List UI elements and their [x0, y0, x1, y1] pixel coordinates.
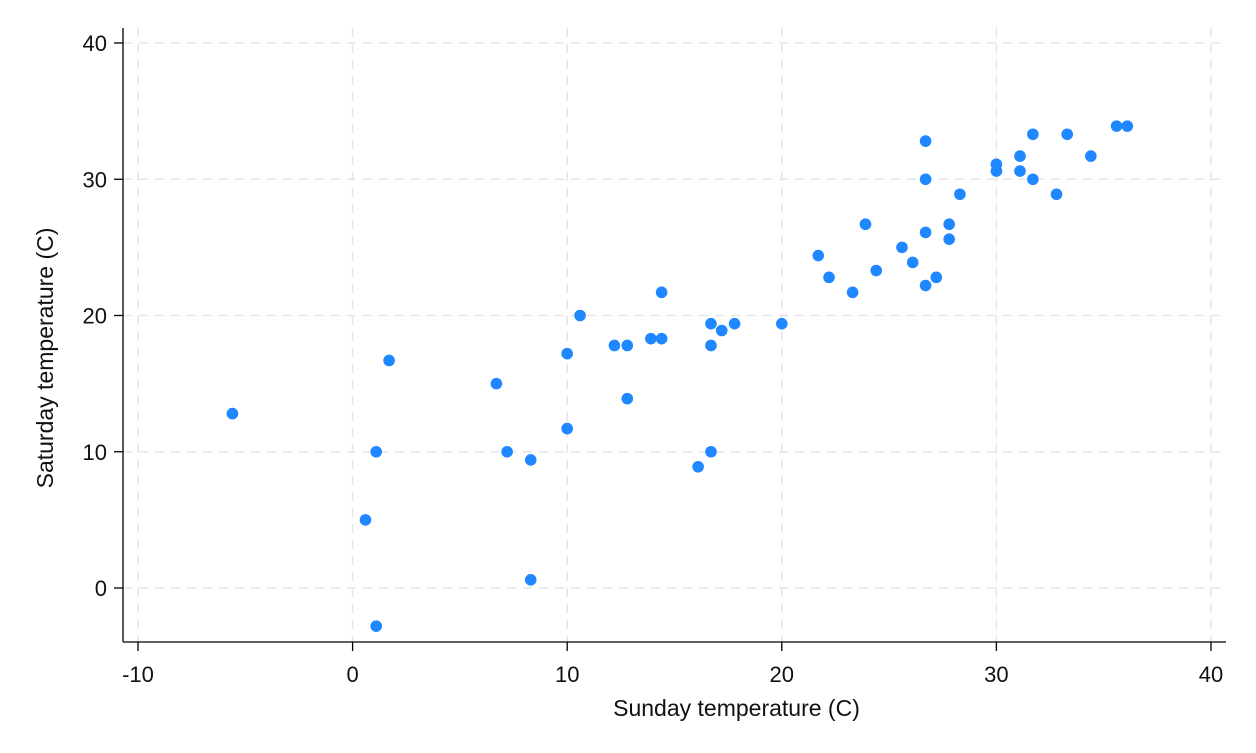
data-point — [870, 264, 883, 277]
data-point — [705, 445, 717, 458]
data-point — [1061, 128, 1074, 141]
data-point — [359, 514, 372, 526]
y-tick-label: 10 — [83, 440, 107, 465]
x-tick-label: 0 — [346, 662, 358, 687]
y-tick-label: 20 — [83, 304, 107, 329]
data-point — [943, 233, 955, 245]
x-tick-label: -10 — [122, 662, 154, 687]
data-point — [1027, 128, 1039, 141]
data-point — [823, 271, 835, 284]
axes: -10 0 10 20 30 40 0 10 20 30 40 — [83, 28, 1226, 687]
data-point — [943, 218, 955, 231]
data-point — [705, 317, 717, 330]
data-point — [1085, 150, 1097, 162]
data-point — [954, 188, 966, 201]
x-tick-label: 20 — [770, 662, 794, 687]
data-point — [645, 332, 657, 345]
data-point — [370, 445, 383, 458]
grid-lines — [123, 28, 1226, 642]
data-point — [919, 226, 932, 239]
data-point — [383, 354, 395, 367]
data-point — [715, 324, 728, 337]
data-point — [621, 339, 634, 352]
data-point — [930, 271, 943, 284]
data-point — [776, 317, 788, 330]
data-point — [574, 309, 586, 322]
data-point — [621, 392, 634, 405]
x-axis-title: Sunday temperature (C) — [613, 695, 860, 721]
data-point — [226, 407, 239, 420]
data-point — [812, 249, 825, 262]
y-tick-label: 30 — [83, 167, 107, 192]
data-point — [655, 286, 668, 299]
data-point — [1110, 120, 1123, 132]
data-point — [490, 377, 503, 390]
data-point — [728, 317, 741, 330]
data-point — [906, 256, 919, 269]
x-tick-label: 30 — [984, 662, 1008, 687]
data-point — [524, 574, 537, 586]
data-point — [1014, 150, 1026, 162]
data-point — [608, 339, 621, 352]
data-point — [1121, 120, 1134, 132]
data-point — [919, 135, 932, 147]
data-point — [655, 332, 668, 345]
data-point — [561, 422, 573, 435]
data-point — [501, 445, 513, 458]
data-point — [1027, 173, 1039, 186]
x-tick-label: 10 — [555, 662, 579, 687]
y-tick-label: 0 — [95, 576, 107, 601]
y-tick-label: 40 — [83, 31, 107, 56]
data-point — [705, 339, 717, 352]
data-point — [896, 241, 908, 254]
x-tick-label: 40 — [1199, 662, 1223, 687]
data-point — [919, 173, 932, 186]
data-point — [370, 620, 383, 632]
data-point — [1014, 165, 1026, 177]
data-point — [919, 279, 932, 292]
data-point — [1050, 188, 1063, 201]
y-axis-title: Saturday temperature (C) — [32, 228, 58, 489]
data-point — [692, 460, 704, 473]
data-point — [990, 165, 1003, 177]
data-point — [859, 218, 872, 231]
data-point — [524, 454, 537, 466]
data-points — [226, 120, 1134, 632]
data-point — [846, 286, 859, 299]
data-point — [561, 347, 573, 360]
